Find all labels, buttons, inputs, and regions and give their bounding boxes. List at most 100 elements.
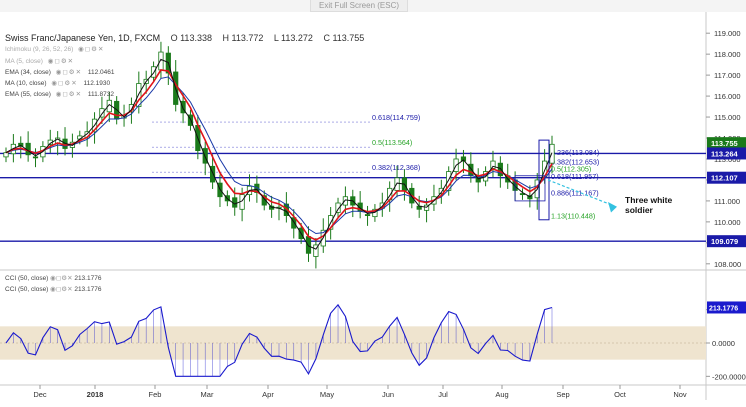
- time-tick-label: Dec: [33, 390, 47, 399]
- candle-body: [158, 51, 164, 71]
- indicator-value: 112.1930: [83, 80, 111, 87]
- candle-body: [335, 202, 341, 213]
- ema55-line: [5, 76, 553, 235]
- cci-value-bg: [707, 301, 746, 314]
- time-tick-label: Jun: [382, 390, 394, 399]
- time-tick-label: Apr: [262, 390, 274, 399]
- price-label: 109.079: [711, 237, 738, 246]
- indicator-controls-icon[interactable]: ◉◻⚙✕: [51, 80, 78, 87]
- indicator-controls-icon[interactable]: ◉◻⚙✕: [55, 69, 83, 76]
- symbol-title: Swiss Franc/Japanese Yen, 1D, FXCM: [5, 33, 161, 43]
- indicator-label: EMA (34, close): [5, 69, 51, 76]
- indicator-label: CCI (50, close): [5, 275, 49, 282]
- indicator-controls-icon[interactable]: ◉◻⚙✕: [78, 46, 105, 53]
- price-tick-label: 113.000: [714, 155, 741, 164]
- indicator-value: 213.1776: [74, 275, 102, 282]
- cci-value-label: 213.1776: [709, 305, 738, 312]
- cci-tick-label: -200.0000: [712, 372, 746, 381]
- price-label: 113.264: [711, 149, 739, 158]
- time-tick-label: Nov: [673, 390, 687, 399]
- candle-body: [305, 236, 312, 254]
- indicator-controls-icon[interactable]: ◉◻⚙✕: [55, 91, 83, 98]
- chart-header: Swiss Franc/Japanese Yen, 1D, FXCM O 113…: [5, 33, 364, 43]
- candle-body: [438, 187, 444, 194]
- indicator-label: EMA (55, close): [5, 91, 51, 98]
- fib-label: 0.382(112.653): [551, 157, 599, 166]
- candle-body: [446, 171, 452, 191]
- indicator-ichimoku[interactable]: Ichimoku (9, 26, 52, 26) ◉◻⚙✕: [5, 45, 104, 53]
- candle-body: [364, 214, 371, 216]
- candle-body: [3, 152, 9, 158]
- moving-averages: [5, 58, 553, 250]
- indicator-ema55[interactable]: EMA (55, close) ◉◻⚙✕ 111.8732: [5, 90, 114, 98]
- candle-body: [150, 66, 157, 78]
- candle-body: [490, 160, 496, 169]
- annotation-text: soldier: [625, 205, 654, 215]
- indicator-ema34[interactable]: EMA (34, close) ◉◻⚙✕ 112.0461: [5, 68, 115, 76]
- indicator-controls-icon[interactable]: ◉◻⚙✕: [47, 58, 75, 65]
- range-box: [514, 175, 546, 202]
- ema34-line: [5, 69, 553, 241]
- indicator-value: 112.0461: [87, 69, 115, 76]
- price-tick-label: 116.000: [714, 92, 741, 101]
- annotation-text: Three white: [625, 195, 673, 205]
- indicator-cci-1[interactable]: CCI (50, close) ◉◻⚙✕ 213.1776: [5, 274, 101, 282]
- price-tick-label: 111.000: [714, 197, 740, 206]
- time-tick-label: May: [320, 390, 334, 399]
- price-tick-label: 115.000: [714, 113, 741, 122]
- fib-label: 0.5(113.564): [372, 138, 412, 147]
- indicator-ma10[interactable]: MA (10, close) ◉◻⚙✕ 112.1930: [5, 79, 110, 87]
- indicator-value: 111.8732: [87, 91, 115, 98]
- candle-body: [313, 244, 319, 257]
- price-label-bg: [707, 171, 746, 184]
- exit-fullscreen-button[interactable]: Exit Full Screen (ESC): [310, 0, 409, 12]
- indicator-cci-2[interactable]: CCI (50, close) ◉◻⚙✕ 213.1776: [5, 285, 101, 293]
- candle-body: [99, 108, 105, 118]
- candle-body: [460, 156, 467, 162]
- fib-label: 0.5(112.305): [551, 165, 591, 174]
- indicator-controls-icon[interactable]: ◉◻⚙✕: [50, 275, 73, 282]
- cci-tick-label: 0.0000: [712, 339, 735, 348]
- candle-body: [18, 142, 24, 147]
- fibonacci-levels: 0.618(114.759) 0.5(113.564) 0.382(112.368)…: [152, 113, 599, 220]
- fib-label: 0.618(111.957): [551, 172, 599, 181]
- ohlc-high: H 113.772: [222, 33, 264, 43]
- fib-label: 0.886(111.167): [551, 188, 599, 197]
- fib-label: 0.382(112.368): [372, 163, 420, 172]
- candle-body: [254, 183, 260, 193]
- projection-arrow: [547, 179, 613, 206]
- fib-label: 0.618(114.759): [372, 113, 420, 122]
- price-label: 113.755: [711, 139, 738, 148]
- candle-body: [180, 100, 186, 114]
- time-tick-label: Oct: [614, 390, 627, 399]
- indicator-ma5[interactable]: MA (5, close) ◉◻⚙✕: [5, 57, 74, 65]
- arrow-head-icon: [608, 201, 617, 213]
- indicator-label: Ichimoku (9, 26, 52, 26): [5, 46, 74, 53]
- candle-body: [497, 162, 503, 177]
- candle-body: [342, 196, 349, 206]
- indicator-controls-icon[interactable]: ◉◻⚙✕: [50, 286, 73, 293]
- time-tick-label: Sep: [556, 390, 569, 399]
- price-tick-label: 110.000: [714, 218, 741, 227]
- candle-body: [423, 204, 430, 211]
- indicator-label: CCI (50, close): [5, 286, 49, 293]
- price-tick-label: 119.000: [714, 29, 741, 38]
- indicator-label: MA (5, close): [5, 58, 43, 65]
- time-axis: Dec 2018 Feb Mar Apr May Jun Jul Aug Sep Oct Nov: [33, 385, 687, 399]
- price-label: 112.107: [711, 174, 738, 183]
- candle-body: [261, 195, 267, 206]
- price-tick-label: 118.000: [714, 50, 741, 59]
- ohlc-low: L 113.272: [273, 33, 313, 43]
- price-tick-label: 117.000: [714, 71, 741, 80]
- price-tick-label: 108.000: [714, 260, 741, 269]
- ma10-line: [5, 58, 553, 250]
- time-tick-label: Feb: [149, 390, 162, 399]
- candle-body: [32, 156, 39, 159]
- indicator-value: 213.1776: [74, 286, 102, 293]
- price-label-bg: [707, 235, 746, 248]
